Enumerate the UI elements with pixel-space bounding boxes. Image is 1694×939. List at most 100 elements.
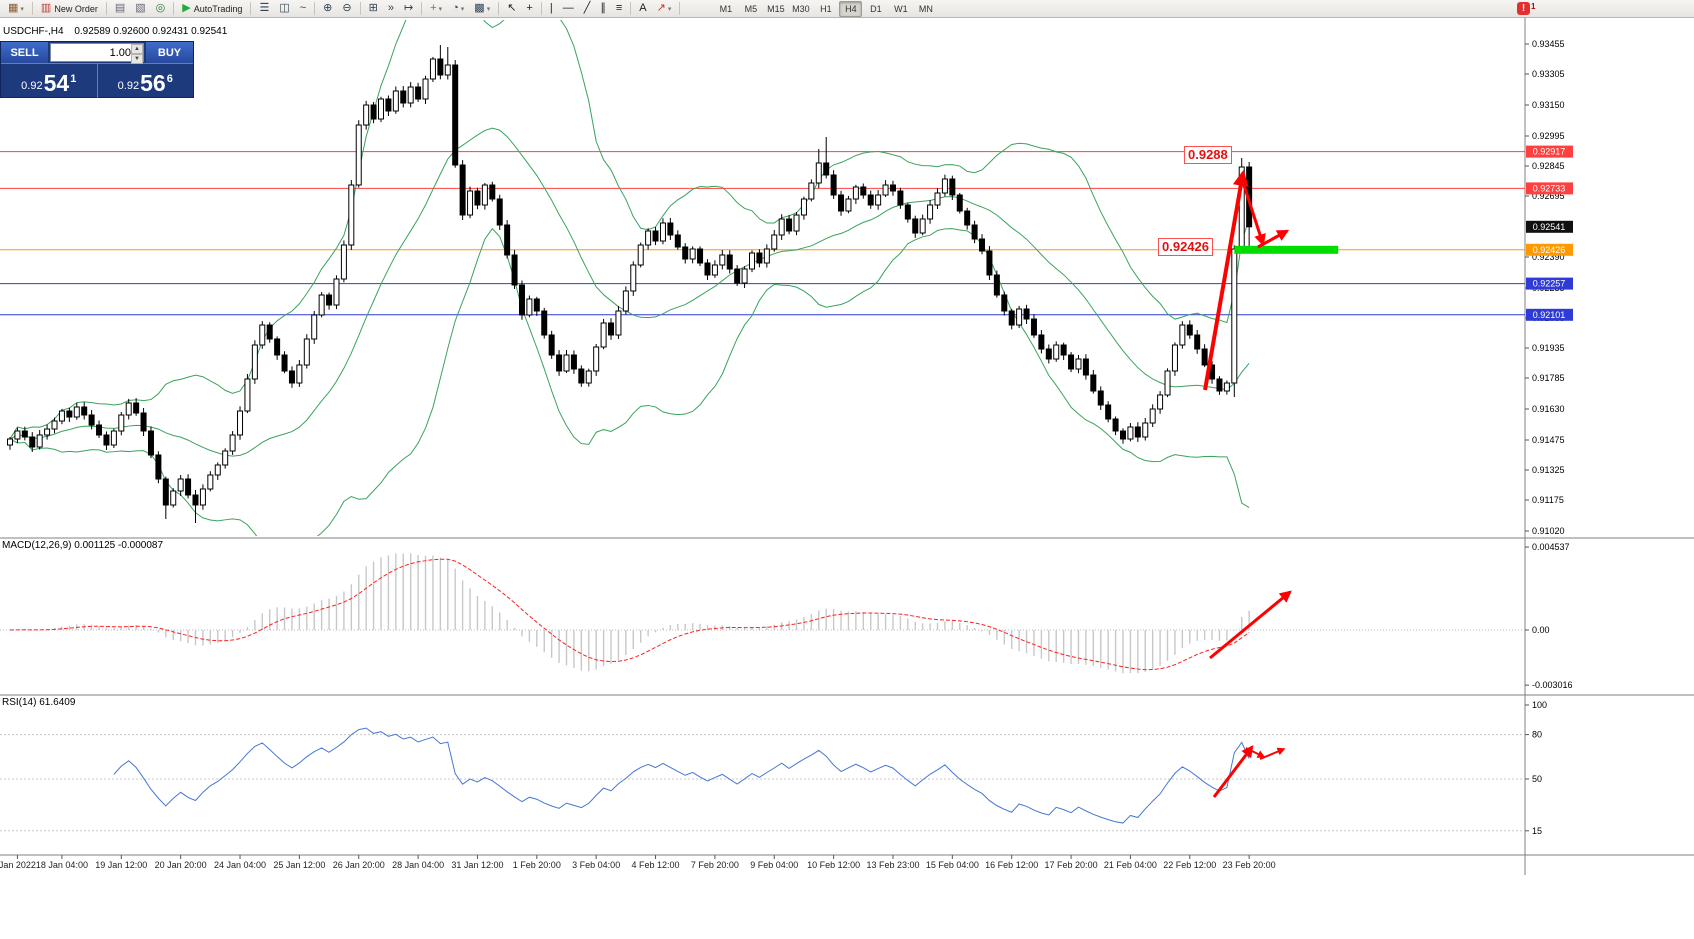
svg-text:7 Feb 20:00: 7 Feb 20:00 bbox=[691, 860, 739, 870]
svg-text:15 Feb 04:00: 15 Feb 04:00 bbox=[926, 860, 979, 870]
svg-text:0.93455: 0.93455 bbox=[1532, 39, 1565, 49]
crosshair-icon[interactable]: + bbox=[526, 2, 533, 14]
trend-arrows bbox=[1203, 169, 1292, 798]
toolbar-separator bbox=[630, 2, 632, 15]
volume-up-icon[interactable]: ▲ bbox=[131, 44, 143, 54]
svg-text:0.92426: 0.92426 bbox=[1533, 245, 1566, 255]
toolbar-separator bbox=[314, 2, 316, 15]
timeframe-d1[interactable]: D1 bbox=[870, 3, 882, 14]
rsi-label: RSI(14) 61.6409 bbox=[2, 697, 76, 708]
svg-text:0.91020: 0.91020 bbox=[1532, 526, 1565, 536]
chart-shift-icon[interactable]: ↦ bbox=[403, 2, 414, 14]
svg-text:22 Feb 12:00: 22 Feb 12:00 bbox=[1163, 860, 1216, 870]
ask-big-digits: 56 bbox=[140, 70, 166, 96]
svg-text:100: 100 bbox=[1532, 700, 1547, 710]
svg-text:13 Feb 23:00: 13 Feb 23:00 bbox=[866, 860, 919, 870]
svg-text:15: 15 bbox=[1532, 826, 1542, 836]
volume-field-wrap: ▲ ▼ bbox=[50, 43, 144, 64]
refresh-icon[interactable]: ◎ bbox=[155, 2, 166, 14]
autotrading-button[interactable]: ▶ AutoTrading bbox=[182, 2, 243, 14]
auto-scroll-icon[interactable]: » bbox=[387, 2, 394, 14]
ask-price[interactable]: 0.92 56 6 bbox=[98, 64, 194, 98]
alert-icon: ! bbox=[1517, 2, 1530, 15]
toolbar-separator bbox=[359, 2, 361, 15]
svg-text:0.00: 0.00 bbox=[1532, 625, 1550, 635]
alert-badge: 1 bbox=[1531, 2, 1536, 11]
tile-windows-icon[interactable]: ⊞ bbox=[368, 2, 378, 14]
svg-text:28 Jan 04:00: 28 Jan 04:00 bbox=[392, 860, 444, 870]
svg-text:0.92917: 0.92917 bbox=[1533, 147, 1566, 157]
svg-text:4 Feb 12:00: 4 Feb 12:00 bbox=[632, 860, 680, 870]
templates-icon[interactable]: ▩ ▾ bbox=[474, 2, 491, 14]
indicators-icon[interactable]: + ▾ bbox=[430, 2, 443, 14]
timeframe-m15[interactable]: M15 bbox=[767, 3, 785, 14]
line-chart-icon[interactable]: ~ bbox=[299, 2, 307, 14]
time-scale[interactable]: Jan 2022 18 Jan 04:00 19 Jan 12:00 20 Jan 2… bbox=[0, 855, 1276, 870]
alert-button[interactable]: ! 1 bbox=[1517, 2, 1535, 15]
print-icon[interactable]: ▤ bbox=[114, 2, 126, 14]
svg-text:0.91935: 0.91935 bbox=[1532, 343, 1565, 353]
arrows-tool-icon[interactable]: ↗ ▾ bbox=[656, 2, 672, 14]
new-chart-icon[interactable]: ▦ ▾ bbox=[8, 2, 24, 14]
bollinger-bands bbox=[9, 20, 1250, 536]
svg-text:0.92845: 0.92845 bbox=[1532, 161, 1565, 171]
horizontal-levels bbox=[0, 151, 1525, 316]
price-scale[interactable]: 0.93455 0.93305 0.93150 0.92995 0.92845 0.926… bbox=[1525, 39, 1573, 536]
periods-icon[interactable]: ◔ ▾ bbox=[452, 2, 465, 14]
buy-button[interactable]: BUY bbox=[146, 42, 193, 63]
svg-text:16 Feb 12:00: 16 Feb 12:00 bbox=[985, 860, 1038, 870]
horizontal-line-icon[interactable]: — bbox=[562, 2, 574, 14]
svg-text:0.91475: 0.91475 bbox=[1532, 435, 1565, 445]
svg-text:10 Feb 12:00: 10 Feb 12:00 bbox=[807, 860, 860, 870]
new-order-button[interactable]: ▥ New Order bbox=[40, 2, 98, 14]
one-click-trading-panel: SELL ▲ ▼ BUY 0.92 54 1 0.92 56 6 bbox=[0, 41, 194, 98]
macd-scale[interactable]: 0.004537 0.00 -0.003016 bbox=[1525, 542, 1573, 690]
peak-price-annotation[interactable]: 0.9288 bbox=[1184, 146, 1232, 164]
timeframe-m5[interactable]: M5 bbox=[744, 3, 758, 14]
bid-big-digits: 54 bbox=[43, 70, 70, 96]
text-tool-icon[interactable]: A bbox=[639, 2, 647, 14]
bar-chart-icon[interactable]: ☰ bbox=[259, 2, 270, 14]
macd-arrow bbox=[1209, 590, 1292, 660]
svg-text:80: 80 bbox=[1532, 730, 1542, 740]
sell-button[interactable]: SELL bbox=[1, 42, 48, 63]
fibonacci-icon[interactable]: ≡ bbox=[615, 2, 623, 14]
timeframe-h1[interactable]: H1 bbox=[820, 3, 832, 14]
zoom-in-icon[interactable]: ⊕ bbox=[323, 2, 333, 14]
timeframe-m1[interactable]: M1 bbox=[719, 3, 733, 14]
svg-text:26 Jan 20:00: 26 Jan 20:00 bbox=[333, 860, 385, 870]
chart-canvas[interactable]: 0.934550.933050.931500.929950.928450.926… bbox=[0, 18, 1694, 875]
toolbar-separator bbox=[105, 2, 107, 15]
svg-text:17 Feb 20:00: 17 Feb 20:00 bbox=[1045, 860, 1098, 870]
pullback-arrow bbox=[1239, 175, 1266, 247]
svg-text:0.004537: 0.004537 bbox=[1532, 542, 1570, 552]
candlestick-chart-icon[interactable]: ◫ bbox=[279, 2, 290, 14]
toolbar-separator bbox=[498, 2, 500, 15]
volume-input[interactable] bbox=[51, 44, 133, 61]
cursor-icon[interactable]: ↖ bbox=[507, 2, 517, 14]
svg-text:1 Feb 20:00: 1 Feb 20:00 bbox=[513, 860, 561, 870]
svg-text:0.93150: 0.93150 bbox=[1532, 100, 1565, 110]
support-price-annotation[interactable]: 0.92426 bbox=[1158, 238, 1213, 256]
zoom-out-icon[interactable]: ⊖ bbox=[342, 2, 352, 14]
timeframe-mn[interactable]: MN bbox=[918, 3, 933, 14]
svg-text:0.92695: 0.92695 bbox=[1532, 191, 1565, 201]
bid-prefix: 0.92 bbox=[21, 80, 43, 92]
rsi-scale[interactable]: 100 80 50 15 bbox=[1525, 700, 1547, 836]
channel-icon[interactable]: ∥ bbox=[600, 2, 606, 14]
timeframe-m30[interactable]: M30 bbox=[792, 3, 810, 14]
timeframe-w1[interactable]: W1 bbox=[894, 3, 908, 14]
toolbar-separator bbox=[421, 2, 423, 15]
green-zone[interactable] bbox=[1234, 245, 1339, 254]
timeframe-h4[interactable]: H4 bbox=[839, 0, 863, 17]
svg-text:25 Jan 12:00: 25 Jan 12:00 bbox=[273, 860, 325, 870]
svg-text:0.91785: 0.91785 bbox=[1532, 373, 1565, 383]
toolbar-separator bbox=[173, 2, 175, 15]
vertical-line-icon[interactable]: | bbox=[549, 2, 553, 14]
trend-arrow-main bbox=[1203, 169, 1249, 391]
toolbar: ▦ ▾ ▥ New Order ▤ ▧ ◎ ▶ AutoTrading ☰ ◫ ~ ⊕ ⊖ ⊞ » ↦ + ▾ ◔ ▾ ▩… bbox=[0, 0, 1694, 18]
navigator-icon[interactable]: ▧ bbox=[135, 2, 146, 14]
bid-price[interactable]: 0.92 54 1 bbox=[1, 64, 98, 98]
volume-down-icon[interactable]: ▼ bbox=[131, 54, 143, 64]
trendline-icon[interactable]: ╱ bbox=[583, 2, 591, 14]
